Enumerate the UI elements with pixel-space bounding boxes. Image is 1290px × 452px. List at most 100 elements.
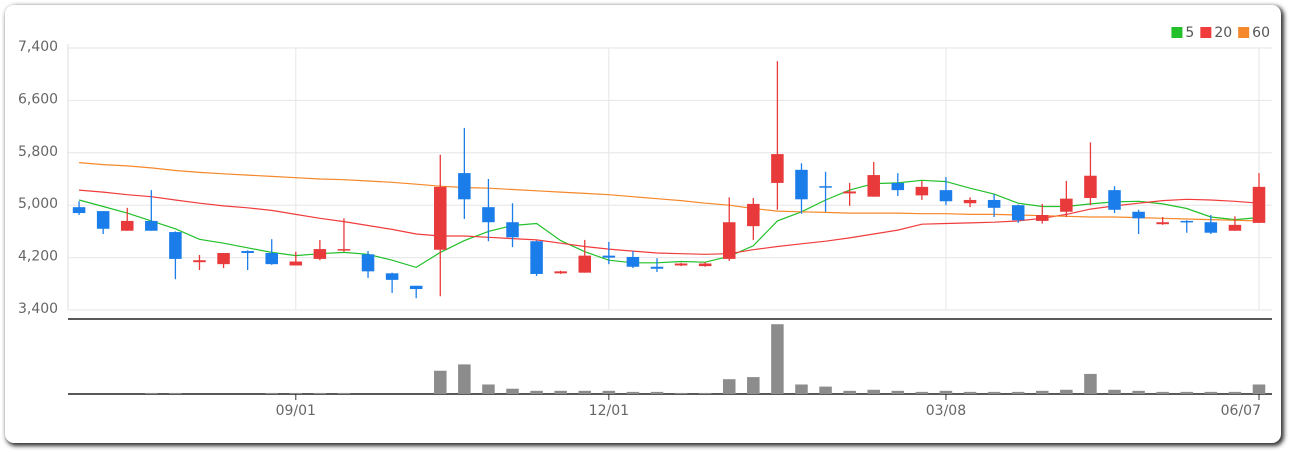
volume-bar [434,370,447,394]
volume-bar [145,392,158,394]
candle-body [795,169,808,200]
candle-body [530,241,543,274]
candle-body [674,263,688,266]
volume-bar [1108,389,1121,394]
candle-body [1228,224,1242,231]
candle-body [265,253,278,265]
volume-bar [578,390,592,394]
candle-body [1180,220,1194,223]
candle-body [313,249,327,259]
volume-bar [698,392,712,394]
candle-body [145,220,158,231]
y-tick-label: 5,000 [18,196,58,212]
candle-body [482,207,495,223]
candle-body [361,254,375,272]
volume-bar [1036,390,1049,394]
legend-swatch [1200,27,1212,38]
volume-bar [1228,391,1242,394]
volume-bar [337,392,351,394]
volume-bar [554,390,567,394]
candle-body [650,266,664,269]
candle-body [891,182,905,191]
candle-body [337,249,351,251]
candle-body [939,190,953,202]
candle-body [385,273,399,280]
candle-body [554,271,567,274]
volume-bar [963,391,977,394]
y-tick-label: 3,400 [18,301,58,317]
volume-bar [674,392,688,394]
candle-body [289,261,303,266]
candle-body [96,211,110,229]
legend-swatch [1171,27,1183,38]
volume-bar [169,392,182,394]
candle-body [915,186,929,196]
ma-line [79,162,1260,222]
ma-line [79,189,1260,255]
candle-body [626,256,640,267]
volume-bar [1156,391,1169,394]
candle-body [771,154,784,183]
candle-body [241,251,254,254]
candle-body [1204,222,1218,233]
volume-bar [458,364,471,394]
volume-bar [530,390,543,394]
x-tick-label: 12/01 [589,403,629,419]
legend-label: 60 [1252,25,1270,41]
volume-bar [1060,389,1073,394]
candle-body [434,186,447,250]
volume-bar [1204,391,1218,394]
volume-bar [1132,390,1145,394]
candle-body [1252,186,1266,223]
candle-body [1132,211,1145,219]
candle-body [72,207,86,214]
volume-bar [795,384,808,394]
y-tick-label: 4,200 [18,249,58,265]
candle-body [1084,175,1097,198]
candle-body [722,222,736,259]
volume-bar [722,379,736,394]
x-tick-label: 06/07 [1221,403,1261,419]
volume-bar [819,386,832,394]
candle-body [867,175,880,197]
volume-bar [602,390,616,394]
x-tick-label: 03/08 [926,403,966,419]
legend-label: 20 [1214,25,1232,41]
candle-body [1108,190,1121,210]
volume-bar [506,388,519,394]
candle-body [602,255,616,258]
candle-body [819,186,832,188]
legend-swatch [1238,27,1250,38]
candle-body [193,260,206,263]
candle-body [1156,222,1169,225]
candle-body [1060,198,1073,212]
volume-bar [867,389,880,394]
volume-bar [915,391,929,394]
volume-bar [987,391,1001,394]
y-tick-label: 7,400 [18,39,58,55]
frame [5,5,1281,443]
legend-label: 5 [1185,25,1194,41]
volume-bar [843,390,856,394]
candle-body [698,263,712,267]
candle-body [120,220,134,231]
volume-bar [891,390,905,394]
legend: 60 20 5 [1171,25,1270,41]
candle-body [987,199,1001,208]
y-tick-label: 5,800 [18,144,58,160]
volume-bar [265,392,278,394]
candle-body [217,253,230,265]
candle-body [409,285,423,290]
candle-body [1036,215,1049,221]
volume-bar [1011,391,1025,394]
candle-body [506,222,519,238]
volume-bar [939,390,953,394]
candle-body [747,203,760,227]
candle-body [458,173,471,200]
volume-bar [313,392,327,394]
volume-bar [1252,384,1266,394]
volume-bar [482,384,495,394]
candle-body [963,199,977,204]
